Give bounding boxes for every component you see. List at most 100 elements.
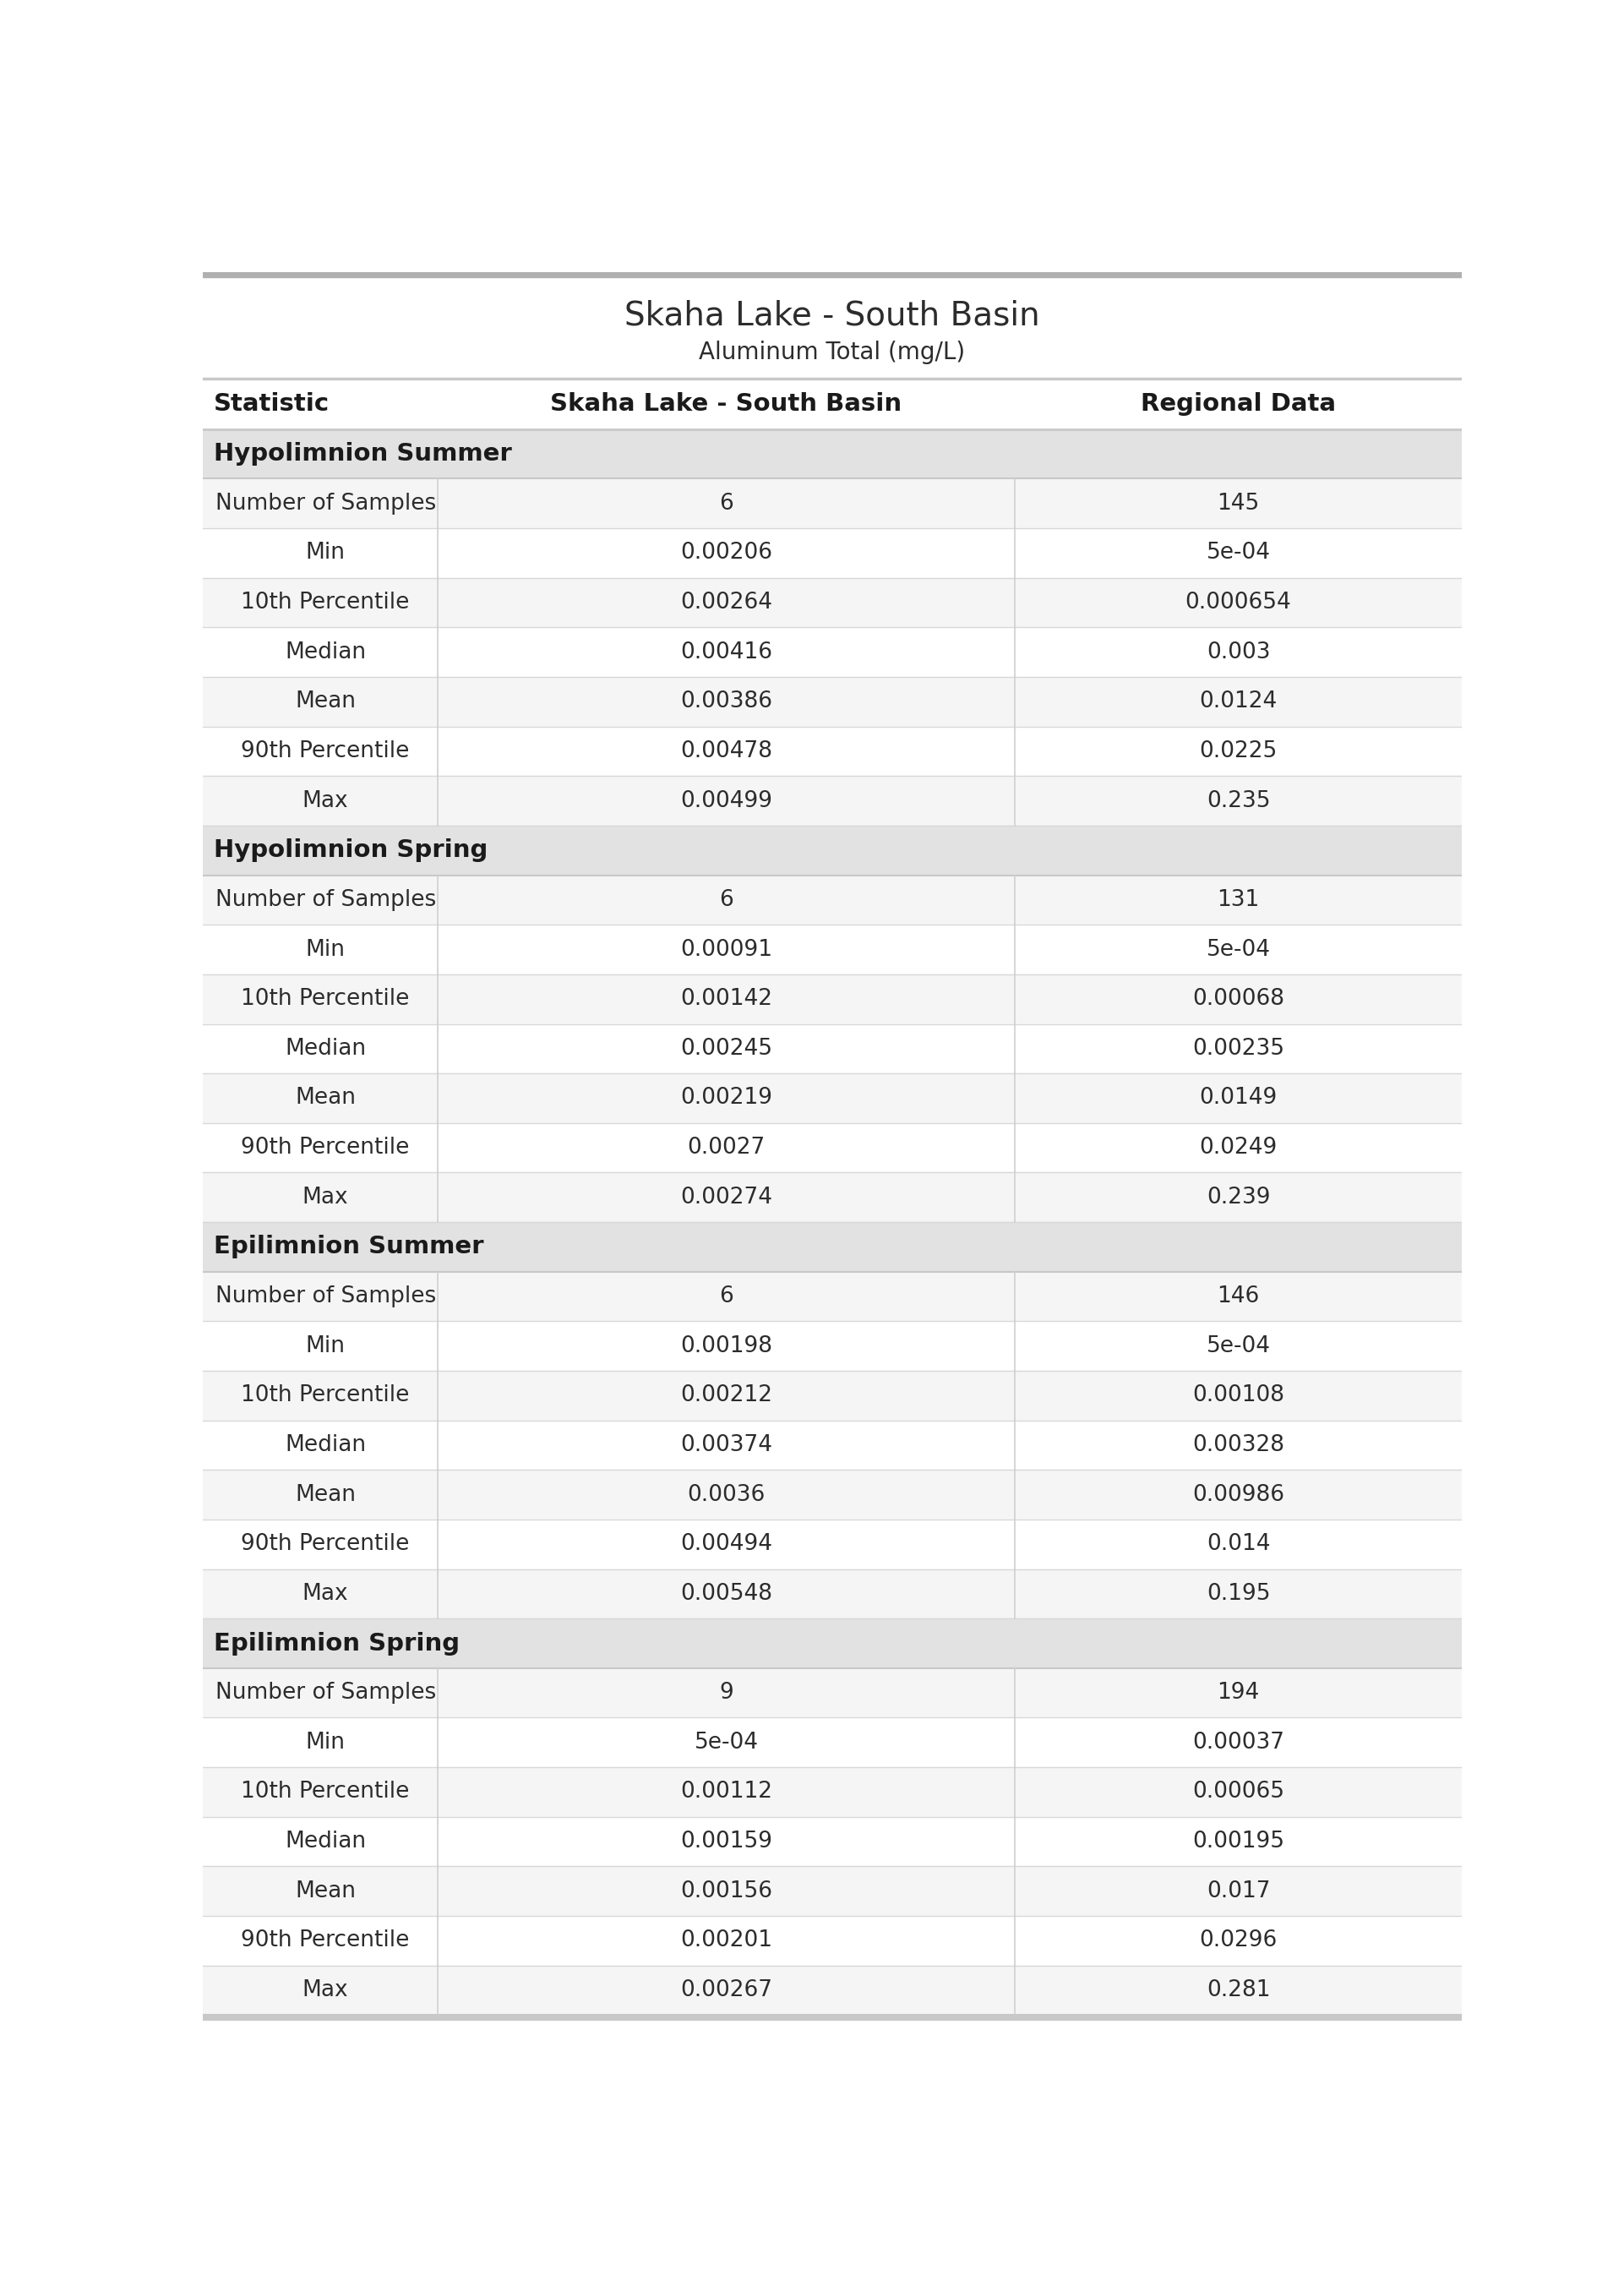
Text: Mean: Mean — [296, 690, 356, 713]
Text: 0.0124: 0.0124 — [1200, 690, 1276, 713]
Bar — [203, 1271, 1462, 1321]
Text: 0.00374: 0.00374 — [680, 1435, 773, 1455]
Bar — [203, 1024, 1462, 1074]
Bar — [203, 1371, 1462, 1421]
Text: 0.235: 0.235 — [1207, 790, 1270, 813]
Text: Max: Max — [302, 1979, 349, 2002]
Text: 0.00245: 0.00245 — [680, 1037, 773, 1060]
Bar — [203, 479, 1462, 529]
Bar — [203, 429, 1462, 479]
Text: 0.00156: 0.00156 — [680, 1880, 773, 1902]
Text: 0.0036: 0.0036 — [687, 1485, 765, 1505]
Bar — [203, 876, 1462, 924]
Text: Skaha Lake - South Basin: Skaha Lake - South Basin — [625, 300, 1039, 331]
Text: Skaha Lake - South Basin: Skaha Lake - South Basin — [551, 393, 901, 415]
Text: 0.014: 0.014 — [1207, 1532, 1270, 1555]
Text: 0.0296: 0.0296 — [1200, 1930, 1276, 1952]
Text: Max: Max — [302, 1582, 349, 1605]
Text: 0.00328: 0.00328 — [1192, 1435, 1285, 1455]
Text: 145: 145 — [1216, 493, 1260, 515]
Text: Epilimnion Summer: Epilimnion Summer — [213, 1235, 484, 1260]
Bar — [203, 1519, 1462, 1569]
Text: Regional Data: Regional Data — [1140, 393, 1337, 415]
Text: Mean: Mean — [296, 1485, 356, 1505]
Bar — [203, 1668, 1462, 1718]
Text: Aluminum Total (mg/L): Aluminum Total (mg/L) — [700, 340, 965, 363]
Bar — [203, 1816, 1462, 1866]
Bar — [203, 974, 1462, 1024]
Text: 0.00267: 0.00267 — [680, 1979, 773, 2002]
Text: Median: Median — [284, 1435, 365, 1455]
Bar — [203, 529, 1462, 579]
Text: 0.00548: 0.00548 — [680, 1582, 773, 1605]
Text: 146: 146 — [1216, 1285, 1260, 1308]
Text: 0.00068: 0.00068 — [1192, 987, 1285, 1010]
Text: Number of Samples: Number of Samples — [214, 1682, 435, 1705]
Text: Min: Min — [305, 543, 346, 563]
Text: 0.00201: 0.00201 — [680, 1930, 773, 1952]
Text: 0.00198: 0.00198 — [680, 1335, 773, 1357]
Text: Max: Max — [302, 790, 349, 813]
Text: Min: Min — [305, 1732, 346, 1752]
Bar — [203, 1421, 1462, 1471]
Text: Min: Min — [305, 938, 346, 960]
Text: 90th Percentile: 90th Percentile — [242, 1532, 409, 1555]
Text: 0.00386: 0.00386 — [680, 690, 773, 713]
Text: 90th Percentile: 90th Percentile — [242, 740, 409, 763]
Text: 194: 194 — [1216, 1682, 1260, 1705]
Text: 5e-04: 5e-04 — [1207, 543, 1270, 563]
Text: 0.195: 0.195 — [1207, 1582, 1270, 1605]
Text: Number of Samples: Number of Samples — [214, 890, 435, 910]
Text: 0.00142: 0.00142 — [680, 987, 773, 1010]
Bar — [203, 1221, 1462, 1271]
Text: 0.0225: 0.0225 — [1200, 740, 1276, 763]
Text: Mean: Mean — [296, 1880, 356, 1902]
Text: 0.000654: 0.000654 — [1186, 592, 1291, 613]
Bar — [203, 2016, 1462, 2020]
Text: 0.0027: 0.0027 — [687, 1137, 765, 1158]
Bar — [203, 776, 1462, 826]
Text: 0.0149: 0.0149 — [1200, 1087, 1276, 1110]
Text: 0.00206: 0.00206 — [680, 543, 773, 563]
Text: 0.00212: 0.00212 — [680, 1385, 773, 1407]
Text: Min: Min — [305, 1335, 346, 1357]
Text: Number of Samples: Number of Samples — [214, 493, 435, 515]
Text: 5e-04: 5e-04 — [1207, 938, 1270, 960]
Text: Mean: Mean — [296, 1087, 356, 1110]
Text: 0.00499: 0.00499 — [680, 790, 773, 813]
Text: 0.00091: 0.00091 — [680, 938, 773, 960]
Text: Epilimnion Spring: Epilimnion Spring — [213, 1632, 460, 1655]
Bar — [203, 1619, 1462, 1668]
Text: 9: 9 — [719, 1682, 734, 1705]
Text: Hypolimnion Summer: Hypolimnion Summer — [213, 443, 512, 465]
Text: 10th Percentile: 10th Percentile — [242, 1385, 409, 1407]
Text: 6: 6 — [719, 890, 734, 910]
Bar — [203, 627, 1462, 676]
Text: 0.00274: 0.00274 — [680, 1187, 773, 1208]
Text: 6: 6 — [719, 493, 734, 515]
Text: Median: Median — [284, 1830, 365, 1852]
Bar — [203, 726, 1462, 776]
Bar — [203, 1321, 1462, 1371]
Text: 0.00065: 0.00065 — [1192, 1782, 1285, 1802]
Text: 0.00264: 0.00264 — [680, 592, 773, 613]
Text: 0.00235: 0.00235 — [1192, 1037, 1285, 1060]
Bar — [203, 1074, 1462, 1124]
Text: Median: Median — [284, 1037, 365, 1060]
Text: 0.003: 0.003 — [1207, 640, 1270, 663]
Bar — [203, 826, 1462, 876]
Text: 0.00219: 0.00219 — [680, 1087, 773, 1110]
Text: 0.00416: 0.00416 — [680, 640, 773, 663]
Bar — [203, 272, 1462, 277]
Text: 5e-04: 5e-04 — [693, 1732, 758, 1752]
Text: 0.281: 0.281 — [1207, 1979, 1270, 2002]
Text: 10th Percentile: 10th Percentile — [242, 592, 409, 613]
Bar — [203, 579, 1462, 627]
Text: 0.00112: 0.00112 — [680, 1782, 773, 1802]
Text: 10th Percentile: 10th Percentile — [242, 987, 409, 1010]
Bar — [203, 1174, 1462, 1221]
Text: 0.0249: 0.0249 — [1200, 1137, 1276, 1158]
Text: 90th Percentile: 90th Percentile — [242, 1137, 409, 1158]
Text: 0.00986: 0.00986 — [1192, 1485, 1285, 1505]
Bar — [203, 1124, 1462, 1174]
